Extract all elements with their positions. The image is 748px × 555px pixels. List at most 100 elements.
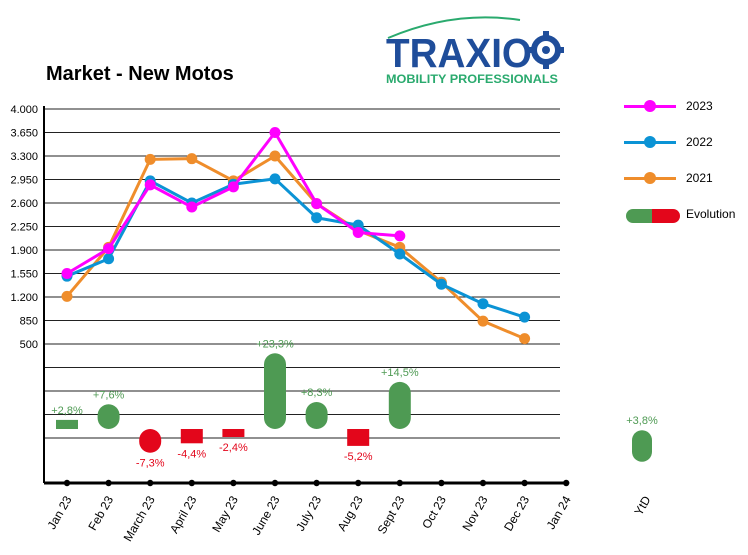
x-tick-label: Jan 24: [544, 493, 574, 531]
data-point-2021: [477, 315, 489, 327]
legend-label: 2022: [686, 135, 713, 149]
data-point-2022: [435, 278, 447, 290]
ytd-bar-label: +3,8%: [626, 415, 658, 427]
y-tick-label: 2.950: [10, 175, 38, 187]
y-tick-label: 1.200: [10, 292, 38, 304]
legend-item-2021: 2021: [622, 168, 746, 204]
x-tick-label: Aug 23: [335, 493, 366, 533]
y-tick-label: 850: [20, 316, 38, 328]
x-tick-label: Nov 23: [459, 493, 490, 533]
series-line-2021: [65, 154, 526, 341]
x-tick-label: Sept 23: [375, 493, 408, 536]
legend-label: 2021: [686, 171, 713, 185]
data-point-2021: [186, 153, 198, 165]
x-tick: [396, 479, 403, 487]
data-point-2023: [311, 198, 323, 210]
x-tick-label: Dec 23: [501, 493, 532, 533]
ytd-bar: [632, 430, 652, 462]
evolution-bar-label: -7,3%: [136, 458, 165, 470]
x-tick: [63, 479, 71, 487]
x-tick: [563, 479, 570, 487]
data-point-2023: [394, 230, 406, 242]
data-point-2023: [144, 179, 156, 191]
x-tick-label: Feb 23: [85, 493, 116, 533]
traxio-logo: TRAXIO MOBILITY PROFESSIONALS: [386, 16, 564, 86]
logo-tagline: MOBILITY PROFESSIONALS: [386, 72, 558, 86]
y-tick-label: 3.300: [10, 151, 38, 163]
evolution-bar: [264, 353, 286, 429]
x-tick: [438, 479, 445, 487]
x-tick: [479, 479, 487, 487]
data-point-2021: [519, 333, 531, 345]
evolution-bar: [56, 419, 78, 429]
data-point-2023: [103, 243, 115, 255]
ytd-tick-label: YtD: [631, 493, 653, 518]
x-tick: [147, 479, 154, 487]
y-tick-label: 1.550: [10, 269, 38, 281]
x-tick-label: June 23: [249, 493, 283, 537]
evolution-bar: [347, 429, 370, 446]
x-tick: [105, 479, 112, 487]
data-point-2023: [61, 268, 73, 279]
logo-brand: TRAXIO: [386, 30, 532, 76]
y-tick-label: 500: [20, 339, 38, 351]
evolution-negative-icon: [652, 209, 680, 223]
y-tick-label: 2.250: [10, 222, 38, 234]
x-tick: [271, 479, 279, 487]
evolution-positive-icon: [626, 209, 654, 223]
evolution-bar-label: +14,5%: [381, 367, 419, 379]
data-point-2023: [352, 227, 364, 239]
y-tick-label: 3.650: [10, 128, 38, 140]
legend-label: 2023: [686, 99, 713, 113]
x-tick-label: March 23: [121, 493, 158, 544]
data-point-2023: [269, 127, 281, 138]
data-point-2022: [269, 173, 281, 185]
legend: 2023 2022 2021 Evolution: [622, 96, 746, 240]
legend-item-evolution: Evolution: [622, 204, 746, 240]
x-tick: [188, 479, 195, 487]
evolution-bar-label: -4,4%: [177, 448, 206, 460]
x-tick-label: Oct 23: [419, 493, 449, 531]
evolution-bar: [388, 381, 411, 429]
evolution-bar-label: +7,6%: [93, 389, 125, 401]
data-point-2022: [311, 212, 323, 224]
data-point-2022: [394, 248, 406, 260]
x-tick-label: May 23: [209, 493, 241, 534]
data-point-2022: [519, 311, 531, 323]
legend-marker-icon: [644, 100, 656, 112]
x-tick: [313, 479, 320, 487]
x-tick: [230, 479, 237, 487]
x-tick-label: April 23: [167, 493, 200, 536]
y-tick-label: 1.900: [10, 245, 38, 257]
data-point-2021: [61, 290, 73, 302]
data-point-2023: [227, 181, 239, 193]
data-point-2022: [103, 253, 115, 265]
x-tick: [355, 479, 362, 487]
x-tick-label: July 23: [293, 493, 324, 533]
legend-item-2023: 2023: [622, 96, 746, 132]
legend-label: Evolution: [686, 207, 736, 221]
data-point-2022: [477, 298, 489, 310]
evolution-bar-label: +8,3%: [301, 387, 333, 399]
evolution-bar: [305, 402, 328, 429]
data-point-2023: [186, 201, 198, 213]
evolution-bar: [180, 429, 203, 444]
y-tick-label: 4.000: [10, 104, 38, 116]
legend-item-2022: 2022: [622, 132, 746, 168]
evolution-bar-label: +2,8%: [51, 405, 83, 417]
evolution-bar-label: -5,2%: [344, 451, 373, 463]
evolution-bar-label: +23,3%: [256, 338, 294, 350]
data-point-2021: [144, 153, 156, 165]
x-tick: [521, 479, 528, 487]
y-tick-label: 2.600: [10, 198, 38, 210]
evolution-bar: [97, 404, 120, 429]
evolution-bar: [139, 429, 162, 453]
chart-title: Market - New Motos: [46, 63, 234, 85]
legend-marker-icon: [644, 136, 656, 148]
evolution-bar: [222, 429, 245, 437]
legend-marker-icon: [644, 172, 656, 184]
data-point-2021: [269, 150, 281, 162]
evolution-bar-label: -2,4%: [219, 442, 248, 454]
x-tick-label: Jan 23: [44, 493, 74, 531]
